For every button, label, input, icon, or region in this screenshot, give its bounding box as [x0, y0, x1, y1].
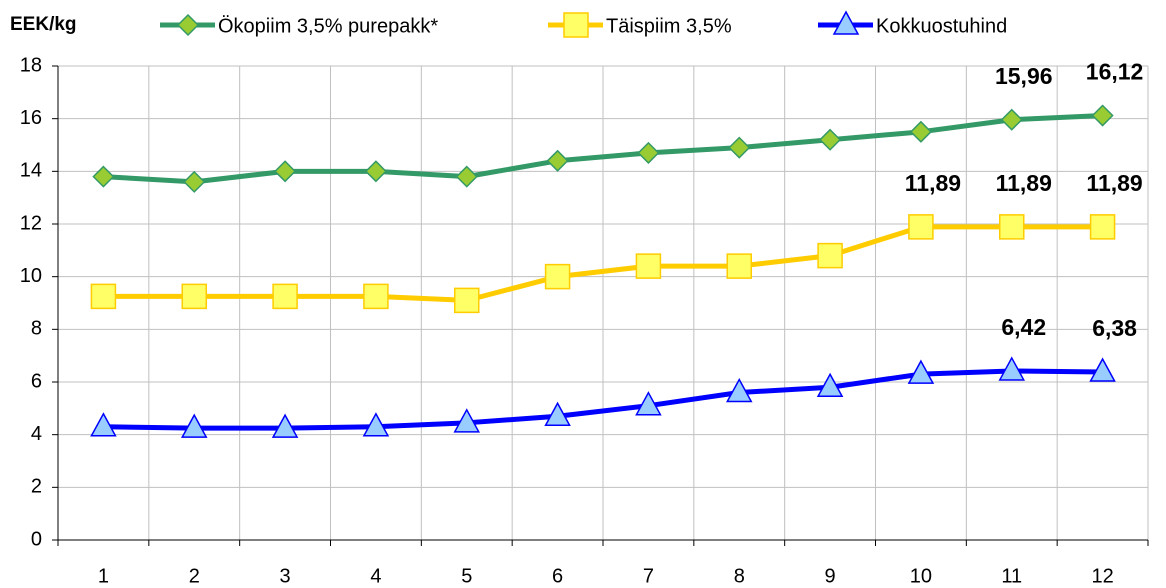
- point: [1089, 214, 1116, 240]
- point: [999, 214, 1025, 240]
- x-tick-label: 10: [910, 565, 932, 587]
- y-tick-label: 8: [31, 318, 42, 340]
- series-line: [103, 113, 1103, 185]
- point: [181, 283, 207, 310]
- data-label: 11,89: [1086, 170, 1142, 196]
- point: [454, 287, 480, 314]
- legend-marker: [176, 13, 200, 37]
- legend-label: Kokkuostuhind: [876, 15, 1007, 37]
- point: [1000, 108, 1023, 131]
- point: [907, 359, 935, 384]
- point: [183, 170, 206, 193]
- point: [728, 136, 751, 159]
- x-tick-label: 5: [461, 565, 472, 587]
- series-line: [103, 368, 1103, 431]
- point: [90, 412, 117, 437]
- point: [363, 283, 389, 310]
- x-tick-label: 1: [98, 565, 109, 587]
- y-tick-label: 18: [20, 54, 42, 76]
- legend-label: Ökopiim 3,5% purepakk*: [218, 15, 438, 37]
- point: [909, 120, 932, 143]
- x-tick-label: 12: [1091, 565, 1113, 587]
- point: [726, 253, 752, 279]
- point: [362, 412, 390, 437]
- x-tick-label: 9: [825, 565, 836, 587]
- point: [271, 413, 299, 438]
- x-tick-label: 2: [189, 565, 200, 587]
- x-tick-label: 7: [643, 565, 654, 587]
- x-tick-label: 6: [552, 565, 563, 587]
- legend-marker: [832, 10, 860, 35]
- point: [455, 165, 478, 188]
- data-label: 16,12: [1086, 59, 1144, 85]
- data-label: 6,38: [1092, 315, 1137, 341]
- point: [1089, 357, 1116, 382]
- point: [90, 283, 117, 310]
- point: [546, 149, 569, 172]
- x-tick-label: 8: [734, 565, 745, 587]
- point: [1091, 104, 1114, 127]
- point: [635, 391, 662, 416]
- y-tick-label: 16: [20, 107, 42, 129]
- point: [544, 263, 571, 290]
- point: [819, 128, 842, 151]
- y-tick-label: 4: [31, 423, 42, 445]
- y-tick-label: 0: [31, 528, 42, 550]
- data-label: 11,89: [996, 170, 1052, 196]
- point: [453, 408, 481, 433]
- data-label: 15,96: [995, 63, 1053, 89]
- x-tick-label: 4: [370, 565, 381, 587]
- y-tick-label: 2: [31, 476, 42, 498]
- data-label: 6,42: [1001, 314, 1046, 340]
- point: [817, 242, 843, 269]
- x-tick-label: 3: [280, 565, 291, 587]
- point: [725, 377, 753, 403]
- x-tick-label: 11: [1001, 565, 1022, 587]
- y-tick-label: 6: [31, 370, 42, 392]
- y-tick-label: 12: [20, 212, 42, 234]
- y-tick-label: 14: [20, 160, 42, 182]
- legend-label: Täispiim 3,5%: [606, 15, 732, 37]
- series-line: [103, 224, 1103, 303]
- point: [544, 401, 571, 426]
- point: [180, 413, 208, 438]
- point: [92, 165, 115, 188]
- point: [908, 214, 934, 240]
- y-axis-label: EEK/kg: [10, 14, 77, 35]
- point: [274, 160, 297, 183]
- point: [816, 372, 844, 398]
- point: [272, 283, 298, 310]
- y-tick-label: 10: [20, 265, 42, 287]
- data-label: 11,89: [905, 170, 961, 196]
- point: [998, 356, 1026, 381]
- point: [635, 253, 662, 279]
- legend-marker: [563, 12, 589, 38]
- point: [364, 160, 387, 183]
- point: [637, 141, 660, 164]
